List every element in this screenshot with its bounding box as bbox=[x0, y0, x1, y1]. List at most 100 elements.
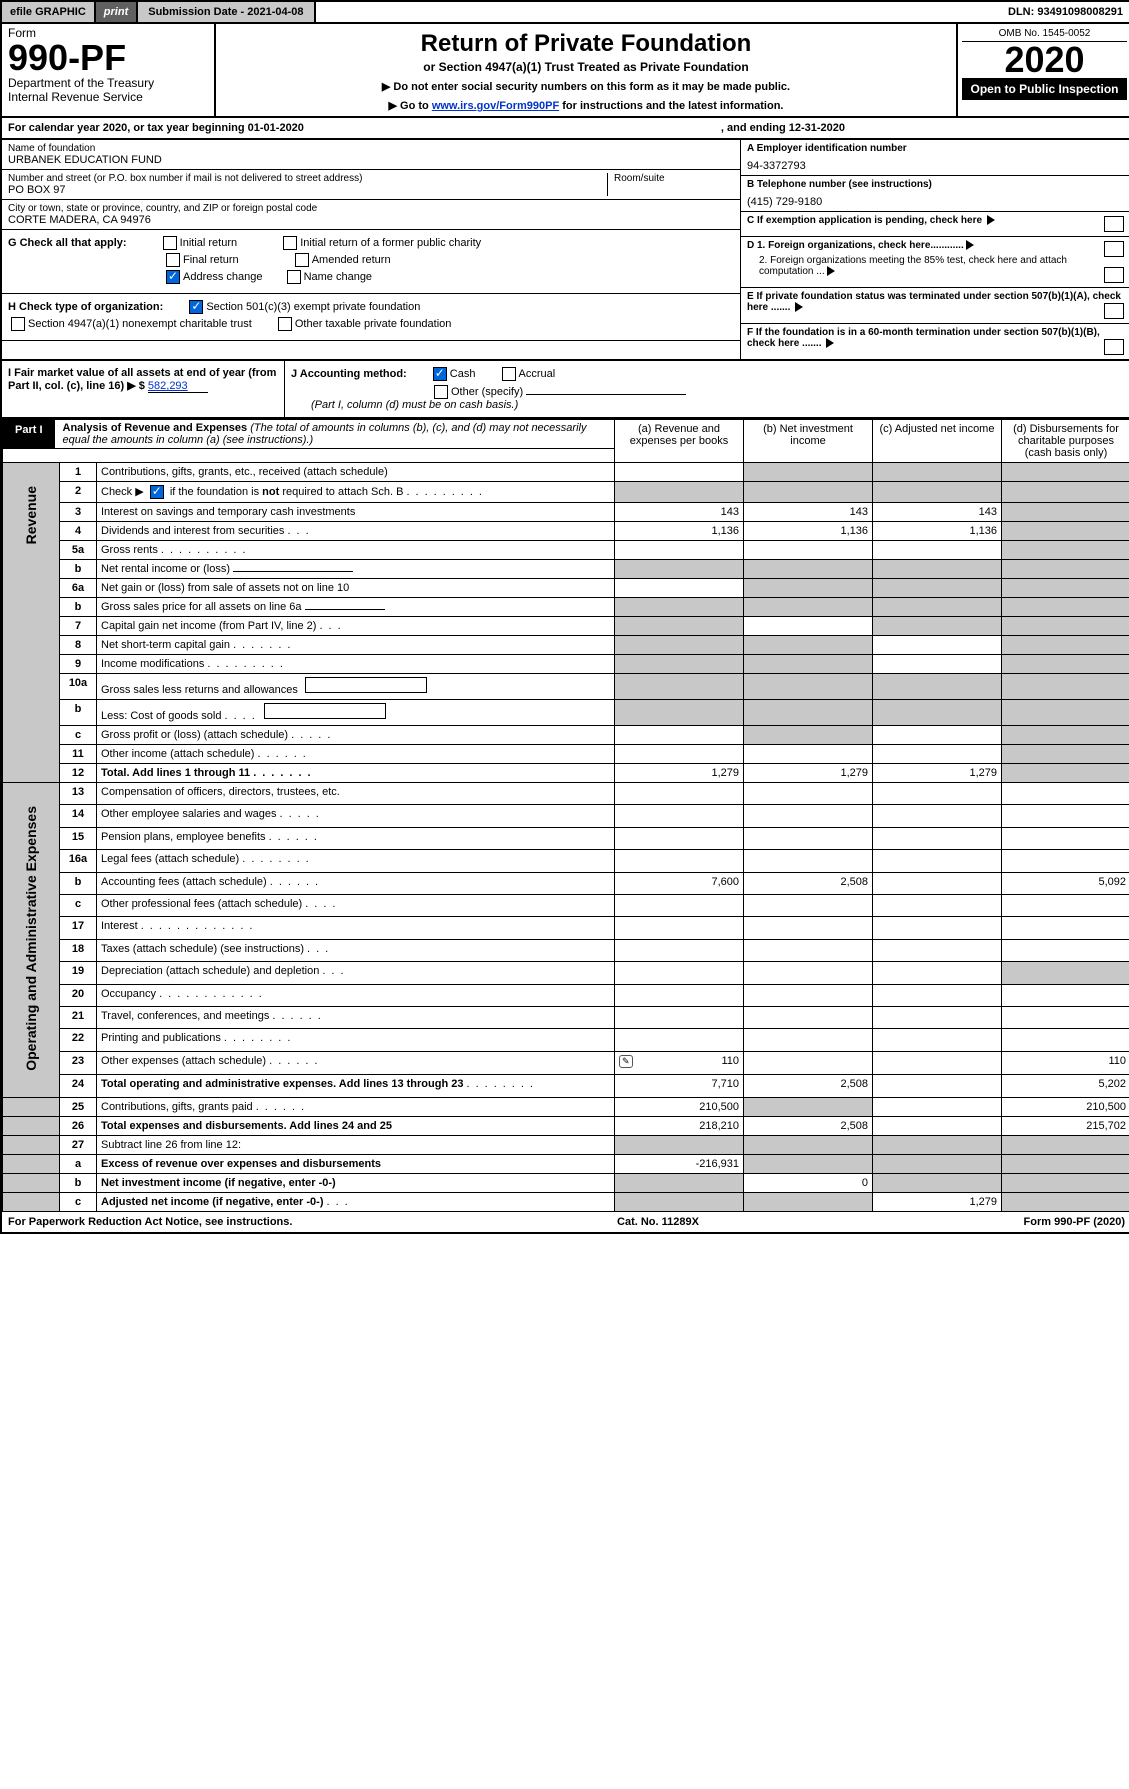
line-num: a bbox=[60, 1154, 97, 1173]
amt-c bbox=[873, 805, 1002, 827]
amt-a: 1,136 bbox=[615, 522, 744, 541]
amt-d bbox=[1002, 617, 1129, 636]
initial-public-check[interactable] bbox=[283, 236, 297, 250]
amt-d bbox=[1002, 805, 1129, 827]
amt-c bbox=[873, 598, 1002, 617]
amt-b bbox=[744, 700, 873, 726]
amt-c bbox=[873, 1075, 1002, 1098]
amt-a bbox=[615, 655, 744, 674]
table-row: 5aGross rents .......... bbox=[3, 541, 1129, 560]
amt-a: ✎110 bbox=[615, 1051, 744, 1075]
attachment-icon[interactable]: ✎ bbox=[619, 1055, 633, 1068]
amt-a bbox=[615, 984, 744, 1006]
amt-d bbox=[1002, 655, 1129, 674]
line-num: c bbox=[60, 1192, 97, 1211]
id-left: Name of foundation URBANEK EDUCATION FUN… bbox=[2, 140, 740, 359]
amt-b bbox=[744, 655, 873, 674]
amt-a bbox=[615, 1007, 744, 1029]
spacer bbox=[316, 2, 1000, 22]
cash-check[interactable] bbox=[433, 367, 447, 381]
table-row: 24Total operating and administrative exp… bbox=[3, 1075, 1129, 1098]
amt-d: 215,702 bbox=[1002, 1116, 1129, 1135]
e-checkbox[interactable] bbox=[1104, 303, 1124, 319]
amt-c bbox=[873, 1029, 1002, 1051]
city-label: City or town, state or province, country… bbox=[8, 203, 734, 214]
line-desc: Legal fees (attach schedule) ........ bbox=[97, 850, 615, 872]
note-link: ▶ Go to www.irs.gov/Form990PF for instru… bbox=[220, 99, 952, 112]
submission-date: Submission Date - 2021-04-08 bbox=[136, 2, 315, 22]
desc-text: Occupancy bbox=[101, 988, 156, 1000]
dept-label: Department of the Treasury bbox=[8, 76, 208, 90]
rental-input[interactable] bbox=[233, 571, 353, 572]
line-num: 1 bbox=[60, 463, 97, 482]
amt-b: 2,508 bbox=[744, 872, 873, 894]
amt-a bbox=[615, 1135, 744, 1154]
amt-a bbox=[615, 579, 744, 598]
cal-end: , and ending 12-31-2020 bbox=[721, 122, 845, 134]
f-checkbox[interactable] bbox=[1104, 339, 1124, 355]
spacer bbox=[292, 1216, 617, 1228]
line-num: 12 bbox=[60, 764, 97, 783]
identity-block: Name of foundation URBANEK EDUCATION FUN… bbox=[2, 140, 1129, 361]
accrual-check[interactable] bbox=[502, 367, 516, 381]
amt-d bbox=[1002, 503, 1129, 522]
line-desc: Net rental income or (loss) bbox=[97, 560, 615, 579]
c-cell: C If exemption application is pending, c… bbox=[741, 212, 1129, 237]
d1-label: D 1. Foreign organizations, check here..… bbox=[747, 240, 964, 251]
amt-c bbox=[873, 636, 1002, 655]
amt-a: 7,600 bbox=[615, 872, 744, 894]
part1-title-text: Analysis of Revenue and Expenses bbox=[63, 422, 248, 434]
amt-d bbox=[1002, 984, 1129, 1006]
c-checkbox[interactable] bbox=[1104, 216, 1124, 232]
initial-return-label: Initial return bbox=[180, 237, 237, 249]
initial-return-check[interactable] bbox=[163, 236, 177, 250]
desc-text: Total. Add lines 1 through 11 bbox=[101, 767, 250, 779]
other-specify-input[interactable] bbox=[526, 394, 686, 395]
amt-c bbox=[873, 1051, 1002, 1075]
amt-a bbox=[615, 805, 744, 827]
amended-return-check[interactable] bbox=[295, 253, 309, 267]
sch-b-check[interactable] bbox=[150, 485, 164, 499]
amt-c bbox=[873, 895, 1002, 917]
instructions-link[interactable]: www.irs.gov/Form990PF bbox=[432, 100, 559, 112]
10b-box[interactable] bbox=[264, 703, 386, 719]
addr-label: Number and street (or P.O. box number if… bbox=[8, 173, 607, 184]
amt-d bbox=[1002, 895, 1129, 917]
name-change-check[interactable] bbox=[287, 270, 301, 284]
f-cell: F If the foundation is in a 60-month ter… bbox=[741, 324, 1129, 359]
fmv-value[interactable]: 582,293 bbox=[148, 380, 208, 393]
desc-text: Accounting fees (attach schedule) bbox=[101, 876, 267, 888]
amt-c: 1,279 bbox=[873, 1192, 1002, 1211]
desc-text: Capital gain net income (from Part IV, l… bbox=[101, 620, 316, 632]
line-num: 2 bbox=[60, 482, 97, 503]
line-num: 24 bbox=[60, 1075, 97, 1098]
amt-b bbox=[744, 482, 873, 503]
d2-checkbox[interactable] bbox=[1104, 267, 1124, 283]
4947-check[interactable] bbox=[11, 317, 25, 331]
line-desc: Net gain or (loss) from sale of assets n… bbox=[97, 579, 615, 598]
ein-cell: A Employer identification number 94-3372… bbox=[741, 140, 1129, 176]
501c3-check[interactable] bbox=[189, 300, 203, 314]
amt-c bbox=[873, 579, 1002, 598]
final-return-check[interactable] bbox=[166, 253, 180, 267]
amt-b bbox=[744, 1135, 873, 1154]
efile-label: efile GRAPHIC bbox=[2, 2, 96, 22]
line-num: 26 bbox=[60, 1116, 97, 1135]
amt-b bbox=[744, 579, 873, 598]
amt-d bbox=[1002, 598, 1129, 617]
table-row: 21Travel, conferences, and meetings ....… bbox=[3, 1007, 1129, 1029]
table-row: 19Depreciation (attach schedule) and dep… bbox=[3, 962, 1129, 984]
other-check[interactable] bbox=[434, 385, 448, 399]
address-change-check[interactable] bbox=[166, 270, 180, 284]
10a-box[interactable] bbox=[305, 677, 427, 693]
name-label: Name of foundation bbox=[8, 143, 734, 154]
spacer-cell bbox=[3, 1154, 60, 1173]
print-label[interactable]: print bbox=[96, 2, 136, 22]
amt-b bbox=[744, 827, 873, 849]
table-row: 23Other expenses (attach schedule) .....… bbox=[3, 1051, 1129, 1075]
amt-d bbox=[1002, 1192, 1129, 1211]
sales-input[interactable] bbox=[305, 609, 385, 610]
d1-checkbox[interactable] bbox=[1104, 241, 1124, 257]
other-taxable-check[interactable] bbox=[278, 317, 292, 331]
desc-text: Other expenses (attach schedule) bbox=[101, 1055, 266, 1067]
